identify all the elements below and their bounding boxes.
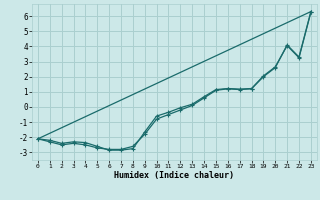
X-axis label: Humidex (Indice chaleur): Humidex (Indice chaleur) — [115, 171, 234, 180]
